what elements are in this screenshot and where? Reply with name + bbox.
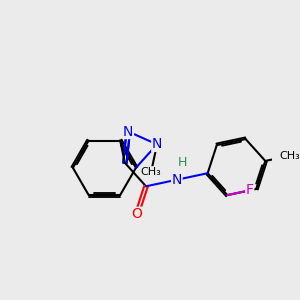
Text: CH₃: CH₃ — [141, 167, 162, 177]
Text: N: N — [152, 137, 162, 152]
Text: H: H — [178, 156, 187, 169]
Text: O: O — [131, 207, 142, 221]
Text: N: N — [172, 173, 182, 187]
Text: CH₃: CH₃ — [280, 151, 300, 161]
Text: F: F — [246, 183, 254, 197]
Text: N: N — [123, 124, 134, 139]
